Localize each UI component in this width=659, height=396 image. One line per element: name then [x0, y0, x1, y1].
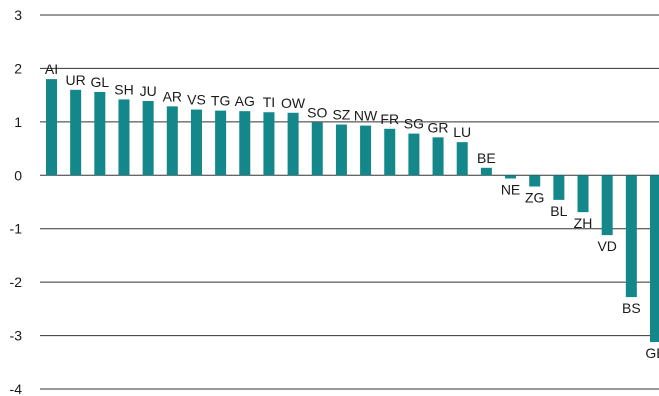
bar-ti	[263, 112, 275, 176]
category-label-lu: LU	[453, 124, 471, 140]
category-label-so: SO	[307, 104, 327, 120]
y-tick-label: -2	[10, 274, 23, 290]
category-label-ar: AR	[163, 88, 182, 104]
category-label-bl: BL	[550, 203, 567, 219]
category-label-gl: GL	[90, 74, 109, 90]
bar-zg	[529, 175, 541, 187]
bar-vs	[190, 109, 202, 176]
bar-ow	[287, 112, 299, 176]
bar-ag	[239, 111, 251, 176]
y-axis-tick-labels: 3 2 1 0 -1 -2 -3 -4	[10, 7, 23, 396]
bar-ur	[70, 89, 82, 176]
y-tick-label: -1	[10, 221, 23, 237]
category-label-fr: FR	[380, 111, 399, 127]
category-label-sg: SG	[404, 116, 424, 132]
category-label-sz: SZ	[332, 107, 350, 123]
category-label-ju: JU	[140, 83, 157, 99]
category-label-be: BE	[477, 150, 496, 166]
bar-sg	[408, 133, 420, 176]
bar-ne	[505, 175, 517, 179]
y-tick-label: 3	[14, 7, 22, 23]
bar-so	[311, 122, 323, 176]
category-label-vs: VS	[187, 92, 206, 108]
bar-sz	[335, 124, 347, 176]
y-tick-label: 1	[14, 114, 22, 130]
category-label-bs: BS	[622, 300, 641, 316]
bar-fr	[384, 128, 396, 176]
bar-bl	[553, 175, 565, 200]
category-label-vd: VD	[597, 238, 616, 254]
category-label-tg: TG	[211, 93, 230, 109]
bar-ge	[650, 175, 659, 342]
y-tick-label: 2	[14, 60, 22, 76]
y-tick-label: -4	[10, 381, 23, 396]
bar-ju	[142, 101, 154, 176]
category-label-zg: ZG	[525, 190, 544, 206]
bar-gr	[432, 137, 444, 176]
category-label-ne: NE	[501, 181, 520, 197]
bar-bs	[625, 175, 637, 298]
category-label-ag: AG	[235, 93, 255, 109]
category-label-ur: UR	[66, 72, 86, 88]
category-label-ge: GE	[645, 345, 659, 361]
bars	[46, 79, 659, 342]
bar-tg	[215, 110, 227, 176]
y-tick-label: -3	[10, 328, 23, 344]
bar-sh	[118, 99, 130, 176]
bar-zh	[577, 175, 589, 213]
bar-be	[480, 167, 492, 176]
category-label-ti: TI	[263, 94, 275, 110]
bar-gl	[94, 91, 106, 176]
bar-ai	[46, 79, 57, 176]
category-label-ow: OW	[281, 95, 306, 111]
y-tick-label: 0	[14, 167, 22, 183]
category-label-zh: ZH	[574, 215, 593, 231]
bar-ar	[166, 106, 178, 176]
bar-nw	[360, 125, 372, 176]
category-label-ai: AI	[45, 61, 58, 77]
category-label-nw: NW	[354, 108, 378, 124]
bar-vd	[601, 175, 613, 236]
category-label-sh: SH	[114, 81, 133, 97]
category-label-gr: GR	[428, 119, 449, 135]
bar-lu	[456, 142, 468, 176]
